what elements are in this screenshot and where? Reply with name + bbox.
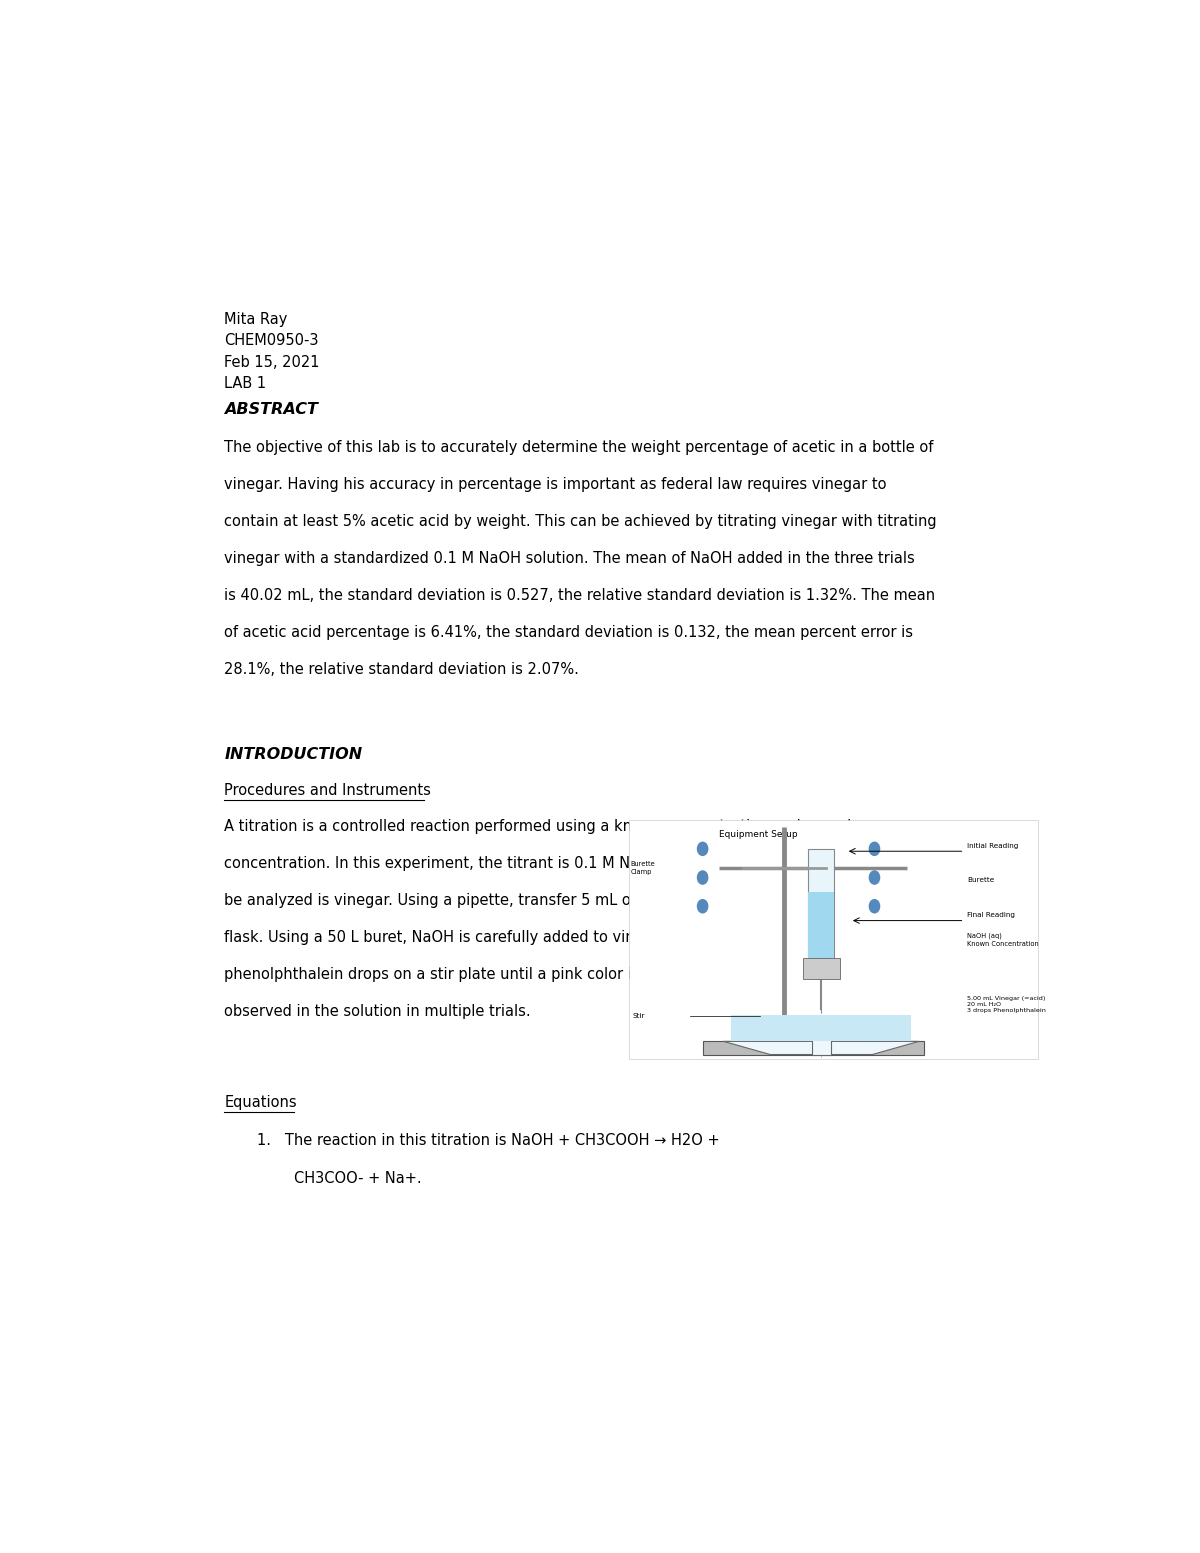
- Circle shape: [697, 871, 708, 884]
- Text: flask. Using a 50 L buret, NaOH is carefully added to vinegar with: flask. Using a 50 L buret, NaOH is caref…: [224, 930, 704, 946]
- Text: NaOH (aq)
Known Concentration: NaOH (aq) Known Concentration: [967, 933, 1039, 947]
- Text: Procedures and Instruments: Procedures and Instruments: [224, 783, 431, 798]
- Text: ABSTRACT: ABSTRACT: [224, 402, 318, 416]
- Text: 1.   The reaction in this titration is NaOH + CH3COOH → H2O +: 1. The reaction in this titration is NaO…: [257, 1134, 720, 1148]
- Text: Initial Reading: Initial Reading: [967, 843, 1019, 849]
- FancyBboxPatch shape: [809, 849, 834, 963]
- Text: concentration. In this experiment, the titrant is 0.1 M NaOH and the unknown con: concentration. In this experiment, the t…: [224, 856, 920, 871]
- Text: is 40.02 mL, the standard deviation is 0.527, the relative standard deviation is: is 40.02 mL, the standard deviation is 0…: [224, 589, 936, 603]
- Text: CH3COO- + Na+.: CH3COO- + Na+.: [294, 1171, 421, 1185]
- Polygon shape: [724, 1042, 919, 1054]
- FancyBboxPatch shape: [629, 820, 1038, 1059]
- Text: phenolphthalein drops on a stir plate until a pink color is consistently: phenolphthalein drops on a stir plate un…: [224, 968, 733, 981]
- Text: Mita Ray: Mita Ray: [224, 312, 288, 328]
- Text: A titration is a controlled reaction performed using a known concentration and a: A titration is a controlled reaction per…: [224, 818, 895, 834]
- Text: LAB 1: LAB 1: [224, 376, 266, 391]
- Circle shape: [869, 871, 880, 884]
- Circle shape: [869, 899, 880, 913]
- Text: 5.00 mL Vinegar (=acid)
20 mL H₂O
3 drops Phenolphthalein: 5.00 mL Vinegar (=acid) 20 mL H₂O 3 drop…: [967, 995, 1046, 1013]
- FancyBboxPatch shape: [803, 958, 840, 980]
- Text: Stir: Stir: [632, 1013, 646, 1019]
- Text: 28.1%, the relative standard deviation is 2.07%.: 28.1%, the relative standard deviation i…: [224, 662, 580, 677]
- Text: of acetic acid percentage is 6.41%, the standard deviation is 0.132, the mean pe: of acetic acid percentage is 6.41%, the …: [224, 626, 913, 640]
- FancyBboxPatch shape: [812, 1028, 830, 1054]
- Text: observed in the solution in multiple trials.: observed in the solution in multiple tri…: [224, 1005, 532, 1019]
- Text: be analyzed is vinegar. Using a pipette, transfer 5 mL of vinegar into a 250 mL : be analyzed is vinegar. Using a pipette,…: [224, 893, 892, 909]
- Text: Burette: Burette: [967, 877, 995, 884]
- Text: Equations: Equations: [224, 1095, 298, 1110]
- Text: vinegar. Having his accuracy in percentage is important as federal law requires : vinegar. Having his accuracy in percenta…: [224, 477, 887, 492]
- Circle shape: [697, 842, 708, 856]
- Circle shape: [869, 842, 880, 856]
- Text: CHEM0950-3: CHEM0950-3: [224, 334, 319, 348]
- Text: Burette
Clamp: Burette Clamp: [631, 862, 655, 874]
- FancyBboxPatch shape: [703, 1042, 924, 1054]
- Text: The objective of this lab is to accurately determine the weight percentage of ac: The objective of this lab is to accurate…: [224, 439, 934, 455]
- Text: Feb 15, 2021: Feb 15, 2021: [224, 356, 320, 370]
- Text: Equipment Setup: Equipment Setup: [719, 829, 798, 839]
- Text: INTRODUCTION: INTRODUCTION: [224, 747, 362, 763]
- Polygon shape: [731, 1016, 912, 1042]
- Circle shape: [697, 899, 708, 913]
- FancyBboxPatch shape: [809, 891, 834, 963]
- Text: Final Reading: Final Reading: [967, 912, 1015, 918]
- Text: contain at least 5% acetic acid by weight. This can be achieved by titrating vin: contain at least 5% acetic acid by weigh…: [224, 514, 937, 530]
- Text: vinegar with a standardized 0.1 M NaOH solution. The mean of NaOH added in the t: vinegar with a standardized 0.1 M NaOH s…: [224, 551, 916, 567]
